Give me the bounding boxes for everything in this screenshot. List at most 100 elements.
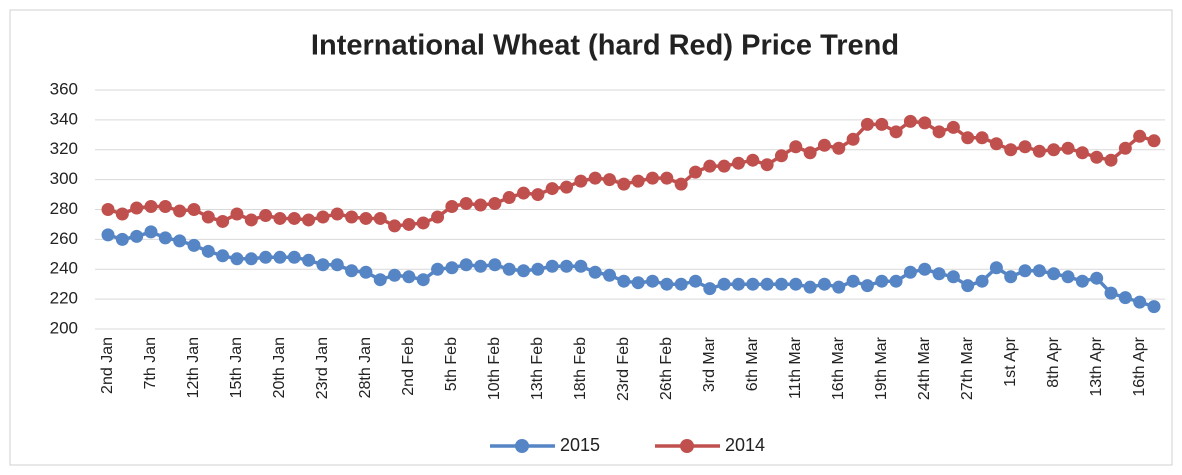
data-point — [287, 250, 301, 264]
data-point — [416, 216, 430, 230]
data-point — [717, 277, 731, 291]
x-tick-label: 18th Feb — [572, 337, 589, 400]
data-point — [316, 210, 330, 224]
data-point — [817, 277, 831, 291]
data-point — [259, 208, 273, 222]
data-point — [889, 274, 903, 288]
data-point — [975, 131, 989, 145]
data-point — [1147, 300, 1161, 314]
data-point — [961, 279, 975, 293]
data-point — [545, 259, 559, 273]
data-point — [158, 231, 172, 245]
data-point — [903, 265, 917, 279]
data-point — [431, 210, 445, 224]
data-point — [989, 137, 1003, 151]
data-point — [531, 188, 545, 202]
data-point — [1075, 146, 1089, 160]
data-point — [115, 207, 129, 221]
data-point — [1018, 264, 1032, 278]
data-point — [488, 197, 502, 211]
x-tick-label: 2nd Jan — [99, 337, 116, 394]
data-point — [130, 229, 144, 243]
data-point — [645, 274, 659, 288]
data-point — [1004, 270, 1018, 284]
data-point — [1133, 129, 1147, 143]
data-point — [1075, 274, 1089, 288]
data-point — [932, 125, 946, 139]
data-point — [388, 219, 402, 233]
legend-marker — [680, 439, 694, 453]
data-point — [946, 120, 960, 134]
data-point — [431, 262, 445, 276]
data-point — [703, 282, 717, 296]
y-tick-label: 360 — [50, 79, 78, 98]
data-point — [359, 265, 373, 279]
x-tick-label: 3rd Mar — [701, 336, 718, 392]
data-point — [832, 280, 846, 294]
data-point — [846, 132, 860, 146]
data-point — [474, 198, 488, 212]
data-point — [731, 277, 745, 291]
data-point — [1047, 267, 1061, 281]
x-tick-label: 28th Jan — [357, 337, 374, 398]
data-point — [502, 191, 516, 205]
y-tick-label: 340 — [50, 109, 78, 128]
x-tick-label: 7th Jan — [142, 337, 159, 389]
data-point — [1047, 143, 1061, 157]
data-point — [1032, 144, 1046, 158]
data-point — [388, 268, 402, 282]
data-point — [860, 117, 874, 131]
data-point — [731, 156, 745, 170]
data-point — [402, 270, 416, 284]
x-tick-label: 26th Feb — [658, 337, 675, 400]
data-point — [330, 258, 344, 272]
data-point — [774, 149, 788, 163]
y-tick-label: 320 — [50, 139, 78, 158]
data-point — [144, 200, 158, 214]
data-point — [173, 234, 187, 248]
data-point — [144, 225, 158, 239]
data-point — [760, 158, 774, 172]
x-tick-label: 16th Mar — [830, 336, 847, 400]
data-point — [287, 211, 301, 225]
data-point — [1104, 286, 1118, 300]
y-tick-label: 300 — [50, 169, 78, 188]
y-tick-label: 200 — [50, 318, 78, 337]
data-point — [645, 171, 659, 185]
data-point — [674, 277, 688, 291]
data-point — [244, 213, 258, 227]
data-point — [1118, 141, 1132, 155]
data-point — [774, 277, 788, 291]
chart-title: International Wheat (hard Red) Price Tre… — [311, 30, 899, 62]
data-point — [1090, 150, 1104, 164]
data-point — [230, 207, 244, 221]
data-point — [101, 228, 115, 242]
data-point — [1147, 134, 1161, 148]
x-tick-label: 13th Apr — [1088, 336, 1105, 396]
x-tick-label: 20th Jan — [271, 337, 288, 398]
data-point — [115, 232, 129, 246]
data-point — [302, 213, 316, 227]
data-point — [932, 267, 946, 281]
data-point — [545, 182, 559, 196]
y-tick-label: 220 — [50, 289, 78, 308]
data-point — [660, 277, 674, 291]
data-point — [603, 268, 617, 282]
data-point — [187, 203, 201, 216]
data-point — [230, 252, 244, 266]
data-point — [244, 252, 258, 266]
x-tick-label: 19th Mar — [873, 336, 890, 400]
data-point — [789, 277, 803, 291]
data-point — [173, 204, 187, 218]
y-tick-label: 260 — [50, 229, 78, 248]
data-point — [631, 174, 645, 188]
data-point — [875, 274, 889, 288]
data-point — [459, 197, 473, 211]
data-point — [889, 125, 903, 139]
data-point — [560, 180, 574, 194]
chart-frame — [9, 9, 1173, 466]
data-point — [846, 274, 860, 288]
data-point — [832, 141, 846, 155]
data-point — [1004, 143, 1018, 157]
data-point — [1061, 270, 1075, 284]
